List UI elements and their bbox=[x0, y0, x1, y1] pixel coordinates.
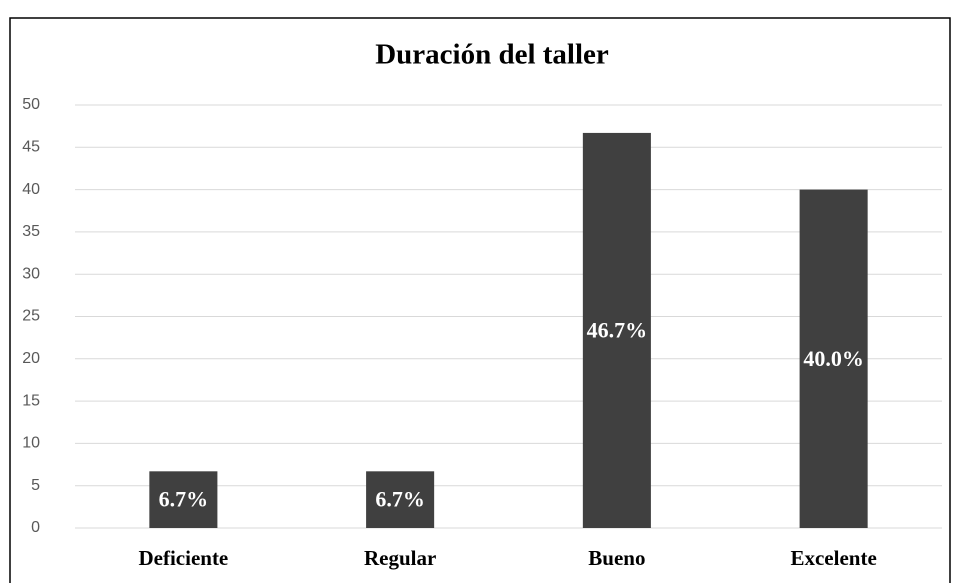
y-tick-label: 0 bbox=[31, 519, 40, 536]
y-tick-label: 40 bbox=[22, 181, 40, 198]
x-tick-label: Bueno bbox=[588, 546, 645, 570]
y-tick-label: 20 bbox=[22, 350, 40, 367]
y-tick-label: 30 bbox=[22, 265, 40, 282]
chart-title: Duración del taller bbox=[375, 39, 609, 71]
y-tick-label: 5 bbox=[31, 477, 40, 494]
y-tick-label: 15 bbox=[22, 392, 40, 409]
y-tick-label: 45 bbox=[22, 139, 40, 156]
value-label: 46.7% bbox=[587, 318, 648, 343]
x-tick-label: Excelente bbox=[790, 546, 876, 570]
value-label: 6.7% bbox=[375, 487, 425, 512]
x-tick-label: Deficiente bbox=[138, 546, 228, 570]
value-label: 6.7% bbox=[159, 487, 209, 512]
value-label: 40.0% bbox=[803, 346, 864, 371]
chart-border bbox=[9, 17, 951, 583]
bar bbox=[366, 471, 435, 528]
bar bbox=[799, 189, 868, 528]
y-tick-label: 50 bbox=[22, 96, 40, 113]
y-tick-label: 25 bbox=[22, 308, 40, 325]
y-tick-label: 35 bbox=[22, 223, 40, 240]
bar bbox=[582, 132, 651, 528]
x-tick-label: Regular bbox=[364, 546, 436, 570]
bar bbox=[149, 471, 218, 528]
y-tick-label: 10 bbox=[22, 435, 40, 452]
